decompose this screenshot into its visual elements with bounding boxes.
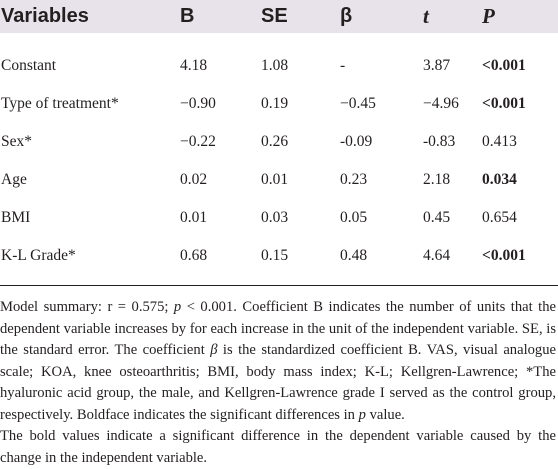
header-beta: β	[340, 5, 353, 27]
cell-b: 0.02	[180, 171, 208, 188]
cell-beta: −0.45	[340, 95, 376, 112]
cell-p: 0.654	[482, 209, 517, 226]
cell-variable: Sex*	[1, 133, 32, 150]
cell-beta: -	[340, 57, 346, 74]
cell-variable: BMI	[1, 209, 31, 226]
cell-t: -0.83	[423, 133, 456, 150]
table-footnotes: Model summary: r = 0.575; p < 0.001. Coe…	[0, 297, 556, 469]
header-t: t	[423, 4, 429, 28]
cell-se: 1.08	[261, 57, 289, 74]
cell-variable: Age	[1, 171, 27, 188]
cell-p: 0.413	[482, 133, 517, 150]
cell-beta: 0.48	[340, 247, 368, 264]
cell-p: <0.001	[482, 57, 526, 74]
header-variables: Variables	[1, 5, 89, 27]
footnote-bold-values: The bold values indicate a significant d…	[0, 428, 556, 466]
table-header-row	[0, 0, 558, 33]
header-p: P	[482, 4, 495, 28]
cell-se: 0.01	[261, 171, 289, 188]
cell-t: 3.87	[423, 57, 451, 74]
cell-beta: 0.05	[340, 209, 368, 226]
header-b: B	[180, 5, 195, 27]
footnote-summary: Model summary: r = 0.575; p < 0.001. Coe…	[0, 299, 556, 423]
cell-variable: K-L Grade*	[1, 247, 76, 264]
cell-t: −4.96	[423, 95, 459, 112]
cell-b: 4.18	[180, 57, 208, 74]
cell-p: <0.001	[482, 95, 526, 112]
cell-t: 4.64	[423, 247, 451, 264]
cell-p: <0.001	[482, 247, 526, 264]
table-bottom-rule	[0, 285, 558, 286]
cell-se: 0.03	[261, 209, 289, 226]
cell-b: 0.68	[180, 247, 208, 264]
cell-t: 2.18	[423, 171, 451, 188]
cell-beta: 0.23	[340, 171, 368, 188]
cell-se: 0.26	[261, 133, 289, 150]
cell-se: 0.19	[261, 95, 289, 112]
cell-variable: Constant	[1, 57, 57, 74]
cell-se: 0.15	[261, 247, 289, 264]
cell-variable: Type of treatment*	[1, 95, 119, 112]
cell-beta: -0.09	[340, 133, 373, 150]
cell-t: 0.45	[423, 209, 451, 226]
cell-p: 0.034	[482, 171, 517, 188]
cell-b: −0.22	[180, 133, 216, 150]
cell-b: −0.90	[180, 95, 216, 112]
cell-b: 0.01	[180, 209, 208, 226]
header-se: SE	[261, 5, 288, 27]
